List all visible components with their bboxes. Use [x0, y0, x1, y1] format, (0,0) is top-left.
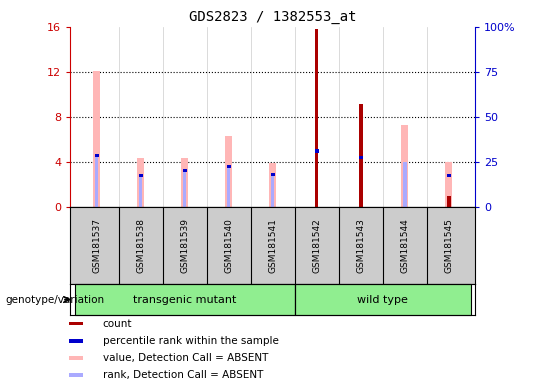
- Bar: [139, 174, 143, 177]
- Text: GSM181541: GSM181541: [268, 218, 277, 273]
- Bar: [359, 156, 363, 159]
- Bar: [227, 167, 231, 207]
- Bar: [447, 174, 451, 177]
- Text: wild type: wild type: [357, 295, 408, 305]
- Text: GSM181545: GSM181545: [444, 218, 453, 273]
- Bar: [181, 158, 188, 207]
- Text: transgenic mutant: transgenic mutant: [133, 295, 237, 305]
- Bar: [271, 173, 275, 176]
- Bar: [315, 29, 319, 207]
- Text: GSM181542: GSM181542: [312, 218, 321, 273]
- Bar: [69, 322, 83, 325]
- Bar: [94, 154, 99, 157]
- Text: GSM181544: GSM181544: [400, 218, 409, 273]
- Bar: [69, 374, 83, 377]
- Bar: [183, 169, 187, 172]
- Bar: [271, 175, 274, 207]
- Bar: [139, 176, 143, 207]
- Text: count: count: [103, 318, 132, 329]
- Text: value, Detection Call = ABSENT: value, Detection Call = ABSENT: [103, 353, 268, 363]
- Text: GSM181540: GSM181540: [224, 218, 233, 273]
- Bar: [269, 163, 276, 207]
- Bar: [403, 162, 407, 207]
- Text: genotype/variation: genotype/variation: [5, 295, 105, 305]
- Bar: [75, 284, 295, 315]
- Title: GDS2823 / 1382553_at: GDS2823 / 1382553_at: [189, 10, 356, 25]
- Text: percentile rank within the sample: percentile rank within the sample: [103, 336, 279, 346]
- Bar: [225, 136, 232, 207]
- Bar: [446, 162, 452, 207]
- Bar: [401, 125, 408, 207]
- Bar: [93, 71, 100, 207]
- Text: GSM181537: GSM181537: [92, 218, 101, 273]
- Text: rank, Detection Call = ABSENT: rank, Detection Call = ABSENT: [103, 370, 263, 381]
- Bar: [315, 149, 319, 152]
- Bar: [69, 339, 83, 343]
- Bar: [227, 165, 231, 168]
- Bar: [295, 284, 471, 315]
- Bar: [95, 156, 98, 207]
- Text: GSM181543: GSM181543: [356, 218, 365, 273]
- Bar: [359, 104, 362, 207]
- Bar: [137, 158, 144, 207]
- Text: GSM181539: GSM181539: [180, 218, 189, 273]
- Bar: [183, 170, 186, 207]
- Bar: [69, 356, 83, 360]
- Text: GSM181538: GSM181538: [136, 218, 145, 273]
- Bar: [447, 196, 450, 207]
